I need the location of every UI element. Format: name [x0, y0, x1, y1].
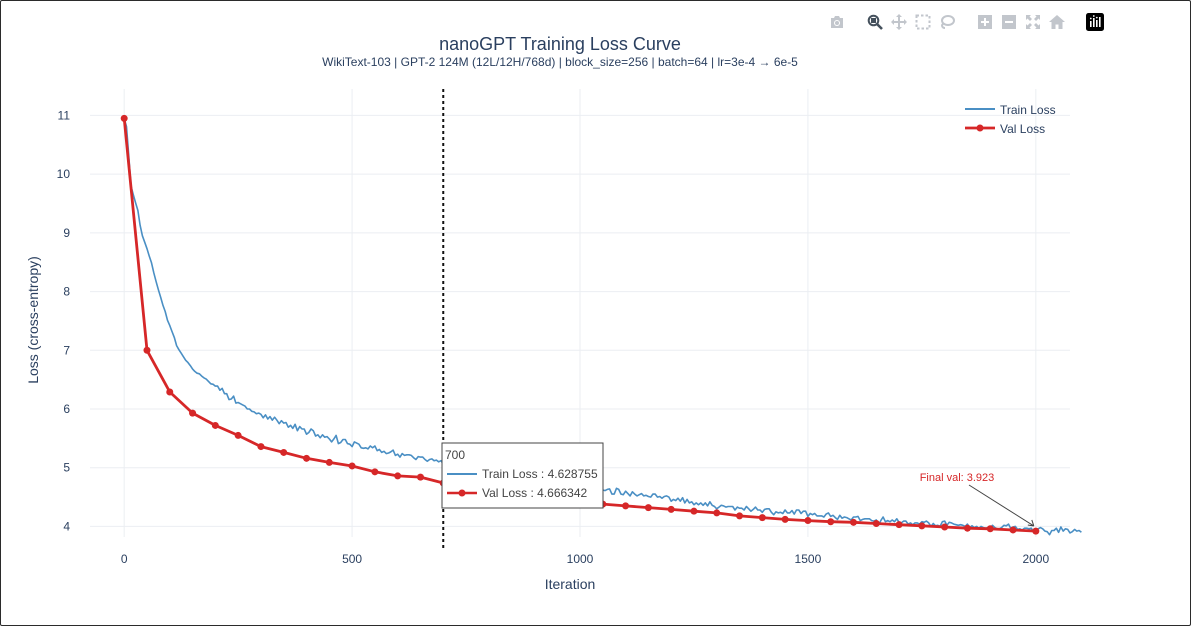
- legend-item-val[interactable]: Val Loss: [965, 122, 1045, 136]
- val-loss-point[interactable]: [1032, 527, 1040, 535]
- legend-train-label: Train Loss: [1000, 103, 1056, 117]
- y-tick-label: 8: [63, 285, 70, 299]
- pan-icon[interactable]: [890, 13, 908, 31]
- val-loss-point[interactable]: [622, 502, 630, 510]
- hover-x-label: 700: [445, 448, 465, 462]
- val-loss-point[interactable]: [758, 514, 766, 522]
- reset-axes-icon[interactable]: [1048, 13, 1066, 31]
- final-val-label: Final val: 3.923: [920, 472, 995, 484]
- val-loss-point[interactable]: [667, 505, 675, 513]
- y-tick-label: 9: [63, 226, 70, 240]
- y-tick-label: 11: [58, 108, 71, 122]
- modebar: [828, 13, 1104, 31]
- val-loss-point[interactable]: [303, 454, 311, 462]
- x-tick-labels: 0 500 1000 1500 2000: [121, 552, 1050, 566]
- autoscale-icon[interactable]: [1024, 13, 1042, 31]
- val-loss-point[interactable]: [963, 524, 971, 532]
- hover-train-text: Train Loss : 4.628755: [482, 467, 598, 481]
- val-loss-point[interactable]: [713, 509, 721, 517]
- x-tick-label: 1500: [795, 552, 822, 566]
- val-loss-point[interactable]: [849, 518, 857, 526]
- val-loss-point[interactable]: [895, 521, 903, 529]
- val-loss-point[interactable]: [690, 507, 698, 515]
- x-axis-title: Iteration: [545, 576, 596, 592]
- val-loss-point[interactable]: [166, 388, 174, 396]
- val-loss-point[interactable]: [736, 512, 744, 520]
- x-tick-label: 1000: [567, 552, 594, 566]
- val-loss-point[interactable]: [781, 515, 789, 523]
- plotly-logo-icon[interactable]: [1086, 13, 1104, 31]
- val-loss-point[interactable]: [257, 443, 265, 451]
- val-loss-point[interactable]: [120, 114, 128, 122]
- y-axis-title: Loss (cross-entropy): [25, 256, 41, 384]
- val-loss-point[interactable]: [189, 409, 197, 417]
- chart-title: nanoGPT Training Loss Curve: [439, 34, 681, 54]
- val-loss-point[interactable]: [348, 462, 356, 470]
- y-tick-label: 4: [63, 519, 70, 533]
- legend[interactable]: Train Loss Val Loss: [965, 103, 1056, 136]
- y-tick-label: 10: [57, 167, 71, 181]
- lasso-select-icon[interactable]: [938, 13, 956, 31]
- val-loss-point[interactable]: [872, 519, 880, 527]
- y-tick-label: 5: [63, 461, 70, 475]
- zoom-out-icon[interactable]: [1000, 13, 1018, 31]
- y-tick-labels: 4 5 6 7 8 9 10 11: [57, 108, 71, 533]
- y-tick-label: 6: [63, 402, 70, 416]
- y-tick-label: 7: [63, 343, 70, 357]
- box-select-icon[interactable]: [914, 13, 932, 31]
- hover-tooltip: 700 Train Loss : 4.628755 Val Loss : 4.6…: [441, 442, 604, 509]
- val-loss-point[interactable]: [211, 421, 219, 429]
- chart-subtitle: WikiText-103 | GPT-2 124M (12L/12H/768d)…: [322, 55, 798, 69]
- val-loss-point[interactable]: [143, 346, 151, 354]
- val-loss-point[interactable]: [986, 525, 994, 533]
- val-loss-point[interactable]: [371, 468, 379, 476]
- val-loss-point[interactable]: [827, 518, 835, 526]
- legend-item-train[interactable]: Train Loss: [965, 103, 1056, 117]
- val-loss-point[interactable]: [918, 522, 926, 530]
- val-loss-point[interactable]: [394, 472, 402, 480]
- x-tick-label: 0: [121, 552, 128, 566]
- zoom-icon[interactable]: [866, 13, 884, 31]
- val-loss-point[interactable]: [280, 448, 288, 456]
- final-val-arrow: [968, 484, 1035, 527]
- x-tick-label: 2000: [1022, 552, 1049, 566]
- zoom-in-icon[interactable]: [976, 13, 994, 31]
- val-loss-point[interactable]: [1009, 526, 1017, 534]
- legend-val-label: Val Loss: [1000, 122, 1045, 136]
- val-loss-point[interactable]: [416, 473, 424, 481]
- hover-val-marker: [458, 489, 466, 497]
- val-loss-point[interactable]: [325, 458, 333, 466]
- val-loss-point[interactable]: [644, 504, 652, 512]
- val-loss-point[interactable]: [941, 523, 949, 531]
- x-tick-label: 500: [342, 552, 362, 566]
- final-val-annotation: Final val: 3.923: [920, 472, 1035, 527]
- val-loss-point[interactable]: [804, 517, 812, 525]
- camera-icon[interactable]: [828, 13, 846, 31]
- hover-val-text: Val Loss : 4.666342: [482, 486, 588, 500]
- val-loss-point[interactable]: [234, 431, 242, 439]
